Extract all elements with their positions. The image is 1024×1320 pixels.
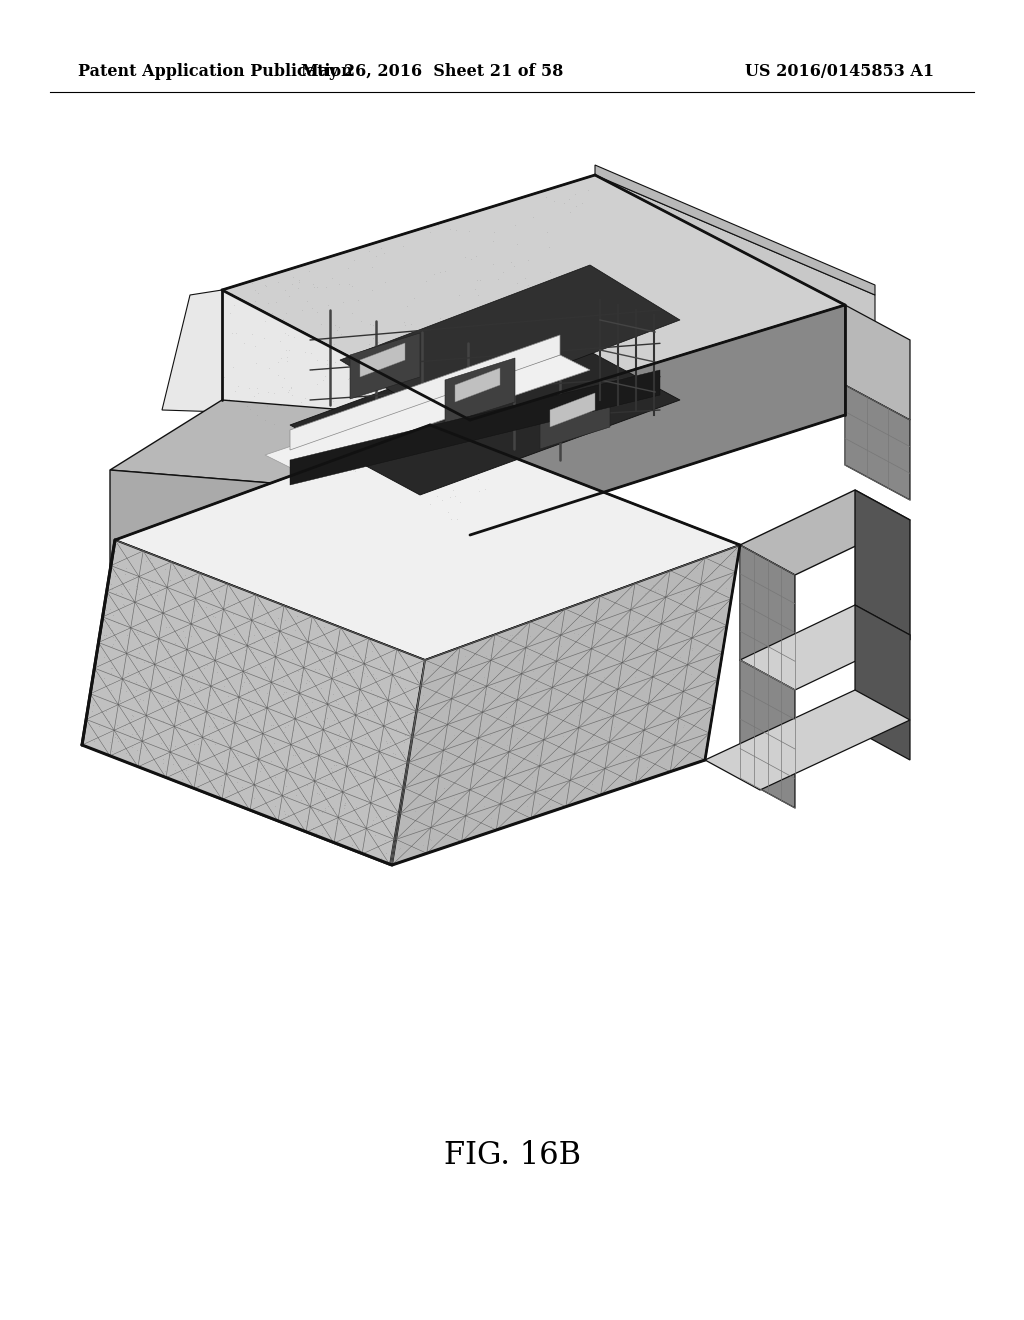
- Polygon shape: [340, 265, 680, 414]
- Polygon shape: [110, 400, 470, 490]
- Polygon shape: [740, 490, 910, 576]
- Polygon shape: [445, 358, 515, 424]
- Polygon shape: [595, 176, 874, 414]
- Text: FIG. 16B: FIG. 16B: [443, 1139, 581, 1171]
- Polygon shape: [222, 290, 470, 535]
- Polygon shape: [855, 605, 910, 760]
- Polygon shape: [455, 368, 500, 403]
- Polygon shape: [350, 333, 420, 399]
- Text: Patent Application Publication: Patent Application Publication: [78, 63, 352, 81]
- Polygon shape: [740, 545, 795, 690]
- Text: May 26, 2016  Sheet 21 of 58: May 26, 2016 Sheet 21 of 58: [301, 63, 563, 81]
- Polygon shape: [290, 330, 680, 495]
- Polygon shape: [290, 335, 560, 450]
- Polygon shape: [265, 355, 590, 470]
- Polygon shape: [162, 290, 470, 420]
- Polygon shape: [82, 540, 425, 865]
- Polygon shape: [740, 660, 795, 808]
- Polygon shape: [115, 425, 740, 660]
- Polygon shape: [540, 383, 610, 449]
- Polygon shape: [110, 470, 358, 620]
- Polygon shape: [290, 370, 660, 484]
- Polygon shape: [740, 605, 910, 690]
- Polygon shape: [595, 165, 874, 294]
- Polygon shape: [550, 393, 595, 426]
- Polygon shape: [855, 490, 910, 640]
- Polygon shape: [705, 690, 910, 789]
- Polygon shape: [360, 343, 406, 378]
- Polygon shape: [845, 385, 910, 500]
- Polygon shape: [845, 305, 910, 420]
- Polygon shape: [222, 176, 845, 420]
- Text: US 2016/0145853 A1: US 2016/0145853 A1: [745, 63, 935, 81]
- Polygon shape: [358, 420, 470, 620]
- Polygon shape: [470, 305, 845, 535]
- Polygon shape: [392, 545, 740, 865]
